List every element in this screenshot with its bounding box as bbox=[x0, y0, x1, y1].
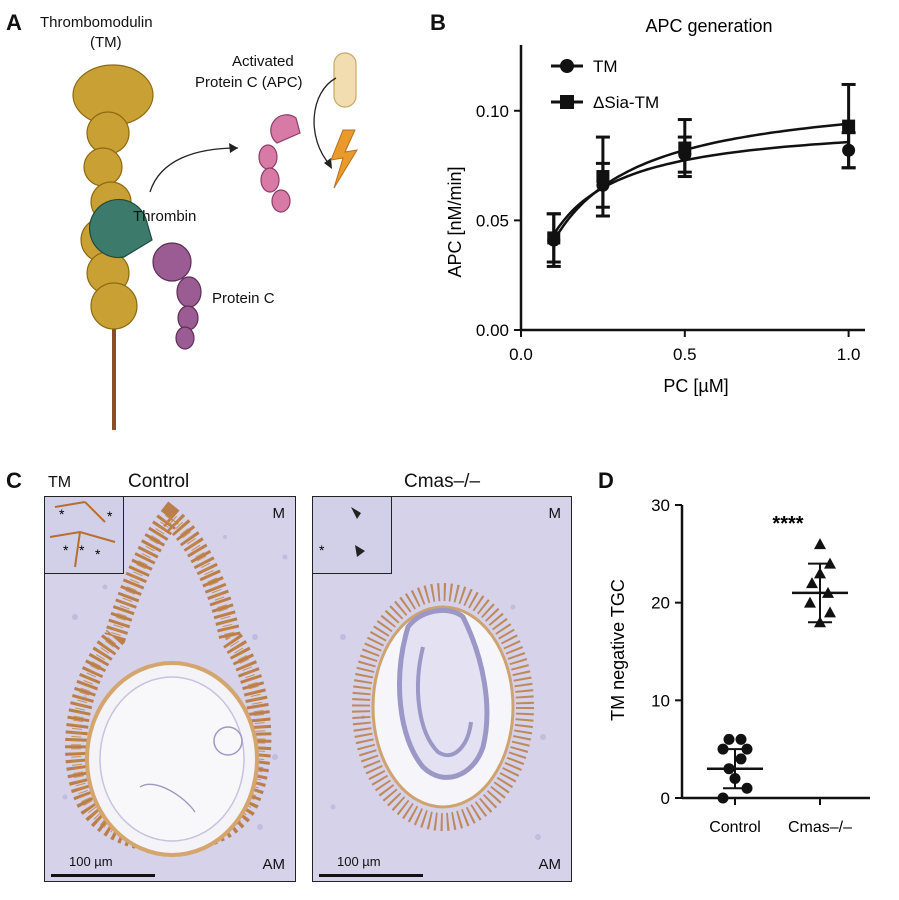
svg-text:*: * bbox=[319, 542, 325, 558]
svg-text:*: * bbox=[107, 508, 113, 524]
data-point-circle bbox=[717, 743, 729, 755]
panel-label-c: C bbox=[6, 468, 22, 493]
axes: 0 10 20 30 Control Cmas–/– bbox=[651, 496, 870, 836]
data-point-triangle bbox=[814, 616, 826, 628]
data-point-square bbox=[678, 141, 692, 155]
significance-marker: **** bbox=[772, 513, 803, 535]
data-point-square bbox=[596, 170, 610, 184]
control-tissue-image bbox=[45, 497, 295, 881]
corner-label-bottom: AM bbox=[538, 856, 562, 873]
activation-arrow bbox=[149, 147, 239, 193]
y-tick-label: 20 bbox=[651, 594, 670, 613]
y-tick-label: 10 bbox=[651, 691, 670, 710]
apc-label-line2: Protein C (APC) bbox=[195, 74, 303, 91]
tm-egf-domain bbox=[83, 147, 123, 187]
svg-text:*: * bbox=[95, 546, 101, 562]
panel-label-a: A bbox=[6, 10, 22, 35]
corner-label-top: M bbox=[548, 505, 562, 522]
apc-molecule bbox=[258, 144, 291, 213]
stain-label: TM bbox=[48, 474, 72, 491]
arrow-head bbox=[229, 143, 238, 153]
thrombin-label: Thrombin bbox=[133, 208, 197, 225]
x-tick-label: Control bbox=[709, 819, 761, 836]
data-point-square bbox=[547, 231, 561, 245]
scale-bar bbox=[319, 874, 423, 877]
legend-label: TM bbox=[593, 57, 618, 76]
svg-text:*: * bbox=[63, 542, 69, 558]
data-point-circle bbox=[741, 782, 753, 794]
legend-marker-square bbox=[560, 95, 574, 109]
scale-label: 100 µm bbox=[69, 854, 113, 869]
data-point-circle bbox=[723, 733, 735, 745]
axes: 0.0 0.5 1.0 0.00 0.05 0.10 bbox=[476, 45, 865, 364]
tm-negative-tgc-chart: 0 10 20 30 Control Cmas–/– TM negative TGC **… bbox=[608, 496, 870, 836]
panel-label-b: B bbox=[430, 10, 446, 35]
tm-egf-domain bbox=[86, 111, 130, 155]
membrane-stalk bbox=[112, 320, 116, 430]
arrow-head bbox=[324, 158, 332, 169]
svg-text:*: * bbox=[79, 542, 85, 558]
tm-egf-domain bbox=[90, 282, 138, 330]
protein-c-molecule bbox=[152, 242, 202, 350]
knockout-tissue-image bbox=[313, 497, 571, 881]
legend-marker-circle bbox=[560, 59, 574, 73]
chart-title: APC generation bbox=[645, 16, 772, 36]
data-point-triangle bbox=[814, 538, 826, 550]
data-marks bbox=[707, 538, 848, 804]
legend-label: ΔSia-TM bbox=[593, 93, 659, 112]
knockout-inset: * bbox=[313, 497, 392, 574]
y-tick-label: 0.05 bbox=[476, 211, 509, 230]
lightning-icon bbox=[330, 129, 358, 189]
svg-text:*: * bbox=[59, 506, 65, 522]
scale-bar bbox=[51, 874, 155, 877]
tm-abbrev-label: (TM) bbox=[90, 34, 122, 51]
protein-c-label: Protein C bbox=[212, 290, 275, 307]
control-inset: * * * * * bbox=[45, 497, 124, 574]
legend: TM ΔSia-TM bbox=[551, 57, 659, 112]
thrombin-shape bbox=[89, 198, 153, 259]
y-tick-label: 0.10 bbox=[476, 102, 509, 121]
corner-label-top: M bbox=[272, 505, 286, 522]
data-point-triangle bbox=[804, 596, 816, 608]
knockout-title: Cmas–/– bbox=[404, 471, 481, 492]
y-tick-label: 30 bbox=[651, 496, 670, 515]
y-axis-label: APC [nM/min] bbox=[445, 166, 465, 277]
micrograph-control: * * * * * M AM 100 µm bbox=[44, 496, 296, 882]
data-point-triangle bbox=[824, 557, 836, 569]
thrombomodulin-molecule bbox=[72, 64, 154, 330]
micrograph-knockout: * M AM 100 µm bbox=[312, 496, 572, 882]
data-point-circle bbox=[735, 753, 747, 765]
tm-label: Thrombomodulin bbox=[40, 14, 153, 31]
y-axis-label: TM negative TGC bbox=[608, 579, 628, 721]
x-axis-label: PC [µM] bbox=[663, 376, 728, 396]
x-tick-label: 0.0 bbox=[509, 345, 533, 364]
apc-label-line1: Activated bbox=[232, 53, 294, 70]
data-point-triangle bbox=[822, 586, 834, 598]
data-point-circle bbox=[735, 733, 747, 745]
x-tick-label: 1.0 bbox=[837, 345, 861, 364]
data-marks bbox=[546, 82, 856, 268]
apc-head bbox=[270, 114, 301, 144]
x-tick-label: Cmas–/– bbox=[788, 819, 852, 836]
x-tick-label: 0.5 bbox=[673, 345, 697, 364]
data-point-square bbox=[842, 119, 856, 133]
apc-generation-chart: APC generation 0.0 0.5 1.0 0.00 0.05 0.10 TM Δ… bbox=[445, 16, 865, 396]
data-point-circle bbox=[723, 763, 735, 775]
data-point-triangle bbox=[806, 577, 818, 589]
data-point-circle bbox=[717, 792, 729, 804]
tm-pathway-schematic bbox=[72, 52, 358, 430]
data-point-triangle bbox=[824, 606, 836, 618]
y-tick-label: 0.00 bbox=[476, 321, 509, 340]
panel-label-d: D bbox=[598, 468, 614, 493]
data-point-triangle bbox=[814, 567, 826, 579]
y-tick-label: 0 bbox=[661, 789, 670, 808]
data-point-circle bbox=[741, 743, 753, 755]
data-point-circle bbox=[729, 772, 741, 784]
scale-label: 100 µm bbox=[337, 854, 381, 869]
substrate-capsule bbox=[333, 52, 357, 108]
cleavage-arrow bbox=[313, 77, 337, 166]
corner-label-bottom: AM bbox=[262, 856, 286, 873]
control-title: Control bbox=[128, 471, 190, 492]
